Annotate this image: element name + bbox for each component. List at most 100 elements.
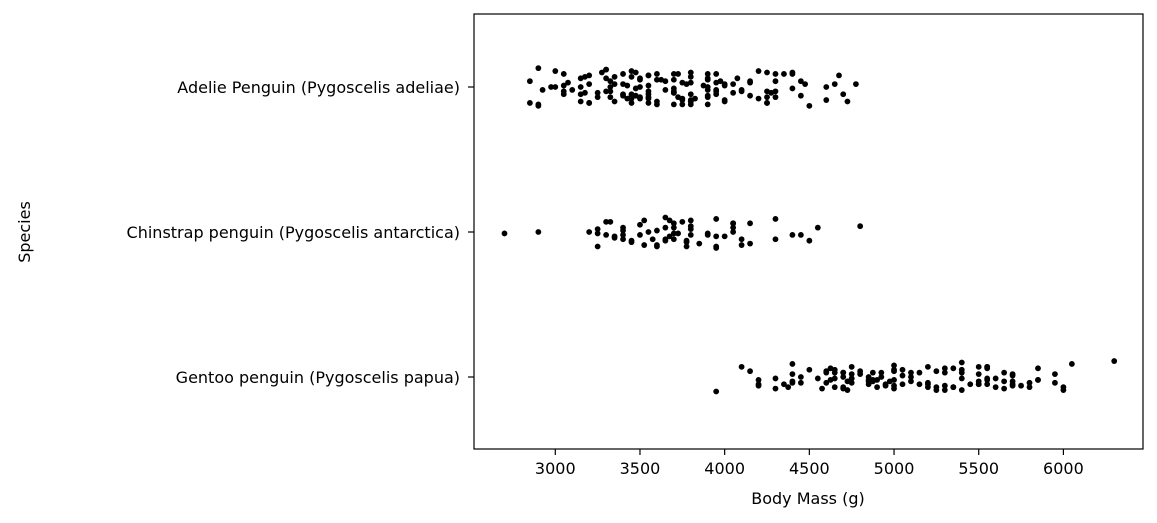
data-point xyxy=(713,243,720,250)
data-point xyxy=(611,98,618,105)
data-point xyxy=(548,84,554,90)
data-point xyxy=(789,371,796,377)
data-point xyxy=(565,79,571,86)
data-point xyxy=(865,381,872,388)
data-point xyxy=(569,87,576,93)
data-point xyxy=(925,384,931,391)
x-axis-label: Body Mass (g) xyxy=(751,489,864,508)
data-point xyxy=(632,69,639,76)
data-point xyxy=(840,369,847,376)
data-point xyxy=(704,87,711,93)
data-point xyxy=(802,81,809,87)
data-point xyxy=(687,217,694,224)
data-point xyxy=(730,81,737,87)
data-point xyxy=(797,92,804,99)
data-point xyxy=(1026,384,1033,391)
data-point xyxy=(577,84,584,90)
data-point xyxy=(594,243,601,250)
data-point xyxy=(827,365,834,372)
data-point xyxy=(552,68,559,74)
data-point xyxy=(797,78,804,85)
data-point xyxy=(586,81,593,87)
data-point xyxy=(645,88,652,95)
data-point xyxy=(772,78,779,85)
data-point xyxy=(1001,378,1008,385)
data-point xyxy=(1026,379,1033,386)
data-point xyxy=(848,371,855,377)
data-point xyxy=(704,230,711,237)
data-point xyxy=(700,82,707,89)
data-point xyxy=(560,82,567,89)
data-point xyxy=(611,81,618,87)
data-point xyxy=(950,365,957,372)
data-point xyxy=(687,98,694,105)
data-point xyxy=(984,381,991,388)
data-point xyxy=(738,236,745,243)
data-point xyxy=(891,362,897,369)
data-point xyxy=(632,85,639,92)
data-point xyxy=(785,384,792,391)
data-point xyxy=(1001,369,1008,376)
data-point xyxy=(654,76,660,83)
data-point xyxy=(755,382,762,389)
data-point xyxy=(730,229,737,235)
data-point xyxy=(933,387,940,393)
data-point xyxy=(683,239,690,246)
data-point xyxy=(992,384,999,391)
data-point xyxy=(603,88,610,95)
data-point xyxy=(789,69,796,76)
y-axis: Adelie Penguin (Pygoscelis adeliae) Chins… xyxy=(127,78,474,387)
data-point xyxy=(713,71,720,77)
data-point xyxy=(649,236,656,243)
data-point xyxy=(666,217,673,224)
data-point xyxy=(620,81,626,87)
data-point xyxy=(925,363,931,370)
data-point xyxy=(675,71,681,77)
data-point xyxy=(967,381,974,388)
data-point xyxy=(908,369,914,376)
data-point xyxy=(747,240,753,247)
data-point xyxy=(526,100,533,106)
data-point xyxy=(641,242,648,248)
data-point xyxy=(853,81,859,87)
y-axis-label: Species xyxy=(15,201,34,263)
data-point xyxy=(1052,379,1058,386)
data-point xyxy=(670,76,677,83)
data-point xyxy=(797,232,804,238)
data-point xyxy=(975,371,982,377)
data-point xyxy=(1060,387,1067,393)
data-point xyxy=(848,375,855,382)
data-point xyxy=(628,239,635,246)
data-point xyxy=(687,69,694,76)
data-point xyxy=(941,365,948,372)
data-point xyxy=(535,229,542,235)
data-point xyxy=(1052,371,1058,377)
data-point xyxy=(662,214,669,221)
data-point xyxy=(637,76,643,83)
data-point xyxy=(535,101,542,108)
data-point xyxy=(577,91,584,98)
data-point xyxy=(721,233,728,240)
data-point xyxy=(865,374,872,380)
data-point xyxy=(874,384,880,391)
data-point xyxy=(941,382,948,389)
x-tick-label: 4000 xyxy=(704,459,745,478)
data-point xyxy=(535,65,542,72)
data-point xyxy=(603,66,610,73)
data-point xyxy=(975,363,982,370)
data-point xyxy=(755,377,762,383)
data-point xyxy=(806,102,813,109)
data-point xyxy=(958,359,965,366)
data-point xyxy=(620,232,626,238)
data-point xyxy=(899,366,906,373)
data-point xyxy=(620,224,626,231)
data-point xyxy=(916,369,923,376)
data-point xyxy=(869,377,876,383)
data-point xyxy=(819,385,825,392)
data-point xyxy=(933,368,940,375)
data-point xyxy=(814,224,821,231)
data-point xyxy=(738,363,745,370)
data-point xyxy=(975,381,982,388)
data-point xyxy=(713,233,720,240)
data-point xyxy=(598,69,605,76)
